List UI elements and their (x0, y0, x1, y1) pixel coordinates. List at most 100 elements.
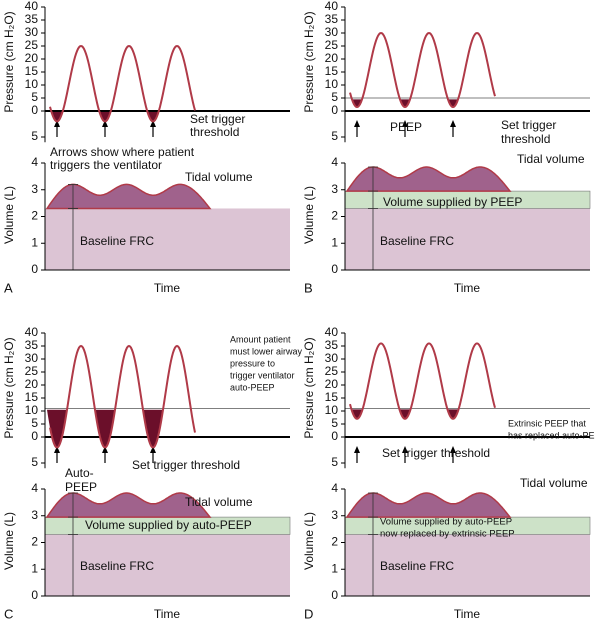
annotation: PEEP (65, 480, 97, 494)
annotation: Amount patient (230, 334, 291, 344)
trigger-trough (99, 112, 111, 122)
trigger-trough (399, 409, 411, 419)
trigger-trough (95, 409, 115, 448)
pressure-tick-label: 20 (25, 51, 39, 65)
trigger-trough (447, 409, 459, 419)
arrow-head (54, 446, 60, 453)
volume-tick-label: 0 (331, 588, 338, 602)
tidal-volume-area (345, 166, 512, 192)
trigger-trough (143, 409, 163, 448)
trigger-trough (400, 99, 410, 108)
arrow-head (150, 120, 156, 127)
annotation: PEEP (390, 120, 422, 134)
pressure-tick-label: 25 (325, 38, 339, 52)
volume-axis-label: Volume (L) (2, 512, 16, 570)
pressure-tick-label: 25 (25, 38, 39, 52)
trigger-trough (147, 112, 159, 122)
volume-tick-label: 4 (31, 481, 38, 495)
annotation: Tidal volume (517, 152, 585, 166)
annotation: has replaced auto-PEEP (508, 430, 595, 440)
pressure-tick-label: 5 (331, 129, 338, 143)
pressure-tick-label: 5 (31, 90, 38, 104)
arrow-head (54, 120, 60, 127)
pressure-tick-label: 15 (25, 64, 39, 78)
pressure-tick-label: 15 (325, 64, 339, 78)
pressure-tick-label: 10 (25, 77, 39, 91)
baseline-frc-area (45, 534, 290, 596)
tidal-volume-area (345, 492, 512, 518)
trigger-trough (51, 112, 63, 122)
pressure-tick-label: 35 (25, 338, 39, 352)
arrow-head (354, 446, 360, 453)
volume-tick-label: 3 (331, 182, 338, 196)
pressure-tick-label: 10 (325, 403, 339, 417)
time-label: Time (154, 607, 181, 621)
volume-tick-label: 3 (331, 508, 338, 522)
panel-letter: C (4, 606, 13, 621)
annotation: Set trigger threshold (132, 458, 240, 472)
pressure-tick-label: 0 (331, 103, 338, 117)
pressure-tick-label: 40 (325, 325, 339, 339)
volume-tick-label: 2 (31, 209, 38, 223)
pressure-wave (49, 44, 196, 123)
pressure-tick-label: 35 (325, 338, 339, 352)
volume-tick-label: 1 (31, 235, 38, 249)
panel-letter: D (304, 606, 313, 621)
annotation: Volume supplied by auto-PEEP (380, 517, 512, 528)
annotation: Tidal volume (185, 170, 253, 184)
pressure-tick-label: 35 (25, 12, 39, 26)
annotation: Volume supplied by auto-PEEP (85, 518, 252, 532)
annotation: Auto- (65, 466, 94, 480)
annotation: Tidal volume (520, 476, 588, 490)
volume-tick-label: 1 (331, 561, 338, 575)
trigger-trough (351, 409, 363, 419)
panel-letter: B (304, 280, 313, 295)
panel-letter: A (4, 280, 13, 295)
annotation: Baseline FRC (80, 234, 154, 248)
time-label: Time (454, 607, 481, 621)
baseline-frc-area (45, 208, 290, 270)
pressure-tick-label: 15 (325, 390, 339, 404)
volume-tick-label: 0 (331, 262, 338, 276)
annotation: pressure to (230, 358, 275, 368)
pressure-tick-label: 10 (325, 77, 339, 91)
pressure-tick-label: 5 (31, 416, 38, 430)
pressure-tick-label: 25 (325, 364, 339, 378)
annotation: threshold (501, 132, 550, 146)
arrow-head (402, 120, 408, 127)
pressure-wave (349, 342, 496, 420)
arrow-head (102, 120, 108, 127)
trigger-trough (352, 99, 362, 108)
annotation: triggers the ventilator (50, 158, 162, 172)
annotation: Baseline FRC (380, 559, 454, 573)
arrow-head (402, 446, 408, 453)
annotation: Baseline FRC (380, 234, 454, 248)
pressure-tick-label: 35 (325, 12, 339, 26)
trigger-trough (47, 409, 67, 448)
pressure-axis-label: Pressure (cm H₂O) (2, 11, 16, 112)
pressure-tick-label: 15 (25, 390, 39, 404)
volume-tick-label: 3 (31, 182, 38, 196)
pressure-tick-label: 30 (25, 25, 39, 39)
volume-axis-label: Volume (L) (302, 512, 316, 570)
volume-tick-label: 3 (31, 508, 38, 522)
volume-axis-label: Volume (L) (2, 186, 16, 244)
volume-tick-label: 2 (331, 535, 338, 549)
pressure-tick-label: 0 (331, 429, 338, 443)
volume-tick-label: 0 (31, 588, 38, 602)
pressure-tick-label: 10 (25, 403, 39, 417)
tidal-volume-area (45, 183, 212, 210)
arrow-head (450, 120, 456, 127)
annotation: trigger ventilator (230, 370, 295, 380)
pressure-wave (49, 344, 196, 449)
volume-tick-label: 1 (31, 561, 38, 575)
pressure-tick-label: 30 (25, 351, 39, 365)
pressure-tick-label: 5 (331, 455, 338, 469)
annotation: Arrows show where patient (50, 145, 195, 159)
annotation: Set trigger threshold (382, 446, 490, 460)
pressure-tick-label: 30 (325, 351, 339, 365)
baseline-frc-area (345, 208, 590, 270)
pressure-axis-label: Pressure (cm H₂O) (302, 11, 316, 112)
volume-tick-label: 0 (31, 262, 38, 276)
annotation: now replaced by extrinsic PEEP (380, 529, 515, 540)
